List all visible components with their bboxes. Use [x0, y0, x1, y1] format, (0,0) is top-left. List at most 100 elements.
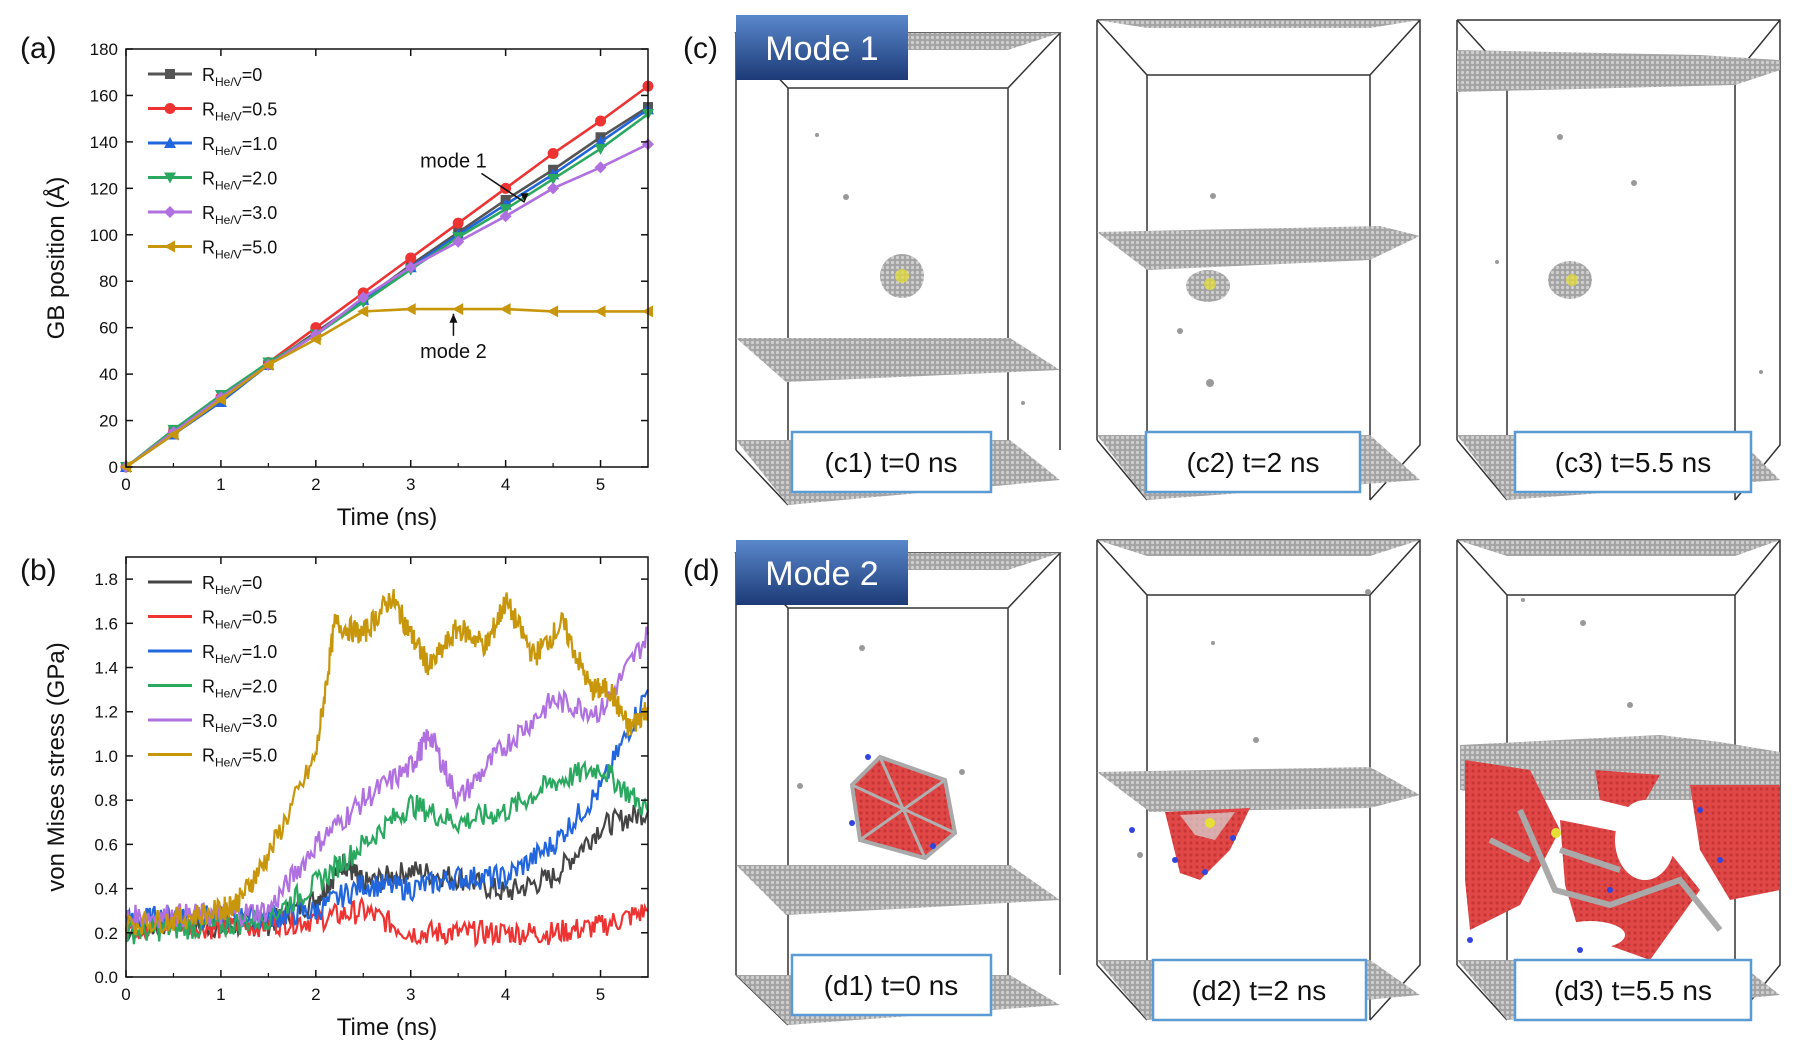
data-point [547, 174, 560, 186]
point-defect [1580, 620, 1586, 626]
defect-atom [930, 843, 936, 849]
y-tick-label: 1.2 [94, 703, 118, 722]
point-defect [1177, 328, 1183, 334]
annotation-arrowhead [449, 313, 458, 323]
point-defect [1557, 134, 1563, 140]
legend-label: RHe/V=5.0 [202, 238, 277, 262]
y-tick-label: 0.6 [94, 835, 118, 854]
series-line-4 [124, 626, 650, 929]
snapshot-d1: (d1) t=0 ns [734, 552, 1062, 1026]
caption-c3: (c3) t=5.5 ns [1555, 447, 1711, 478]
y-tick-label: 0.0 [94, 968, 118, 987]
point-defect [959, 769, 965, 775]
series-line-4 [125, 143, 649, 469]
void [1615, 800, 1675, 880]
snapshot-c1: (c1) t=0 ns [734, 32, 1062, 506]
legend-label: RHe/V=0 [202, 573, 262, 597]
point-defect [1021, 401, 1025, 405]
point-defect [1210, 193, 1216, 199]
data-point [594, 161, 607, 174]
defect-atom [1577, 947, 1583, 953]
x-tick-label: 1 [216, 985, 225, 1004]
fcc-region [1595, 770, 1660, 810]
he-cluster [1204, 278, 1216, 290]
simulation-box [734, 552, 1062, 1026]
panel-label-b: (b) [20, 554, 57, 587]
grain-boundary-network [1488, 808, 1723, 932]
data-point [309, 333, 321, 346]
defect-atom [849, 820, 855, 826]
mode-2-box [736, 540, 908, 605]
caption-c1: (c1) t=0 ns [824, 447, 957, 478]
snapshot-c2: (c2) t=2 ns [1096, 19, 1421, 501]
point-defect [1206, 379, 1214, 387]
mode-2-title: Mode 2 [765, 555, 878, 593]
grain-boundary-plane [1097, 767, 1420, 812]
y-axis-title: von Mises stress (GPa) [43, 642, 70, 891]
y-tick-label: 0 [109, 458, 118, 477]
plot-frame [125, 556, 649, 978]
y-tick-label: 1.8 [94, 570, 118, 589]
data-point [405, 252, 417, 264]
simulation-box [1456, 19, 1781, 501]
snapshot-c3: (c3) t=5.5 ns [1456, 19, 1781, 501]
data-point [499, 303, 511, 316]
data-point [499, 204, 512, 216]
data-point [547, 148, 559, 159]
legend-label: RHe/V=0.5 [202, 608, 277, 632]
he-cluster [1566, 274, 1578, 286]
fcc-region [1465, 760, 1560, 930]
x-axis-title: Time (ns) [337, 1014, 437, 1041]
y-tick-label: 0.4 [94, 880, 118, 899]
defect-atom [1129, 827, 1135, 833]
legend-label: RHe/V=3.0 [202, 203, 277, 227]
y-tick-label: 80 [99, 272, 118, 291]
caption-box-d3 [1513, 958, 1753, 1022]
legend-marker [164, 206, 176, 218]
fcc-region [1690, 785, 1780, 900]
y-tick-label: 140 [90, 133, 118, 152]
top-atom-layer [1097, 540, 1420, 556]
data-point [547, 305, 559, 318]
legend-label: RHe/V=2.0 [202, 677, 277, 701]
defect-atom [1607, 887, 1613, 893]
x-tick-label: 5 [596, 985, 605, 1004]
y-tick-label: 40 [99, 365, 118, 384]
defect-atom [1202, 869, 1208, 875]
data-point [404, 261, 417, 274]
series-line-5 [125, 307, 648, 469]
legend-label: RHe/V=2.0 [202, 169, 277, 193]
fcc-region [1165, 808, 1250, 880]
annotation-label: mode 1 [420, 150, 487, 172]
x-tick-label: 1 [216, 475, 225, 494]
legend-marker [165, 69, 175, 79]
annotation-arrowhead [520, 193, 529, 203]
data-point [167, 428, 179, 441]
grain-boundary-plane [1460, 735, 1780, 800]
y-tick-label: 1.0 [94, 747, 118, 766]
chart-von-mises-stress: 0 1 2 3 4 5 0.0 0.2 0.4 0.6 0.8 1.0 1.2 1.4 1.6 1.8 Time… [43, 556, 650, 1041]
caption-box-d2 [1151, 958, 1368, 1022]
data-point [595, 115, 607, 127]
mode-1-title: Mode 1 [765, 30, 878, 68]
x-tick-label: 0 [121, 985, 130, 1004]
top-atom-layer [1457, 540, 1780, 556]
x-tick-label: 2 [311, 475, 320, 494]
data-point [404, 303, 416, 316]
x-tick-label: 4 [501, 985, 510, 1004]
defect-atom [1717, 857, 1723, 863]
series-line-5 [124, 589, 650, 936]
data-point [452, 217, 464, 229]
snapshot-d2: (d2) t=2 ns [1096, 539, 1421, 1022]
data-point [357, 305, 369, 318]
caption-box-c2 [1144, 430, 1362, 494]
legend-marker [164, 240, 175, 253]
grain-boundary-plane [736, 865, 1060, 915]
panel-label-c: (c) [683, 32, 718, 65]
annotation-label: mode 2 [420, 341, 487, 363]
point-defect [1495, 260, 1499, 264]
legend-label: RHe/V=1.0 [202, 642, 277, 666]
y-tick-label: 1.6 [94, 614, 118, 633]
he-cluster [1205, 818, 1215, 828]
